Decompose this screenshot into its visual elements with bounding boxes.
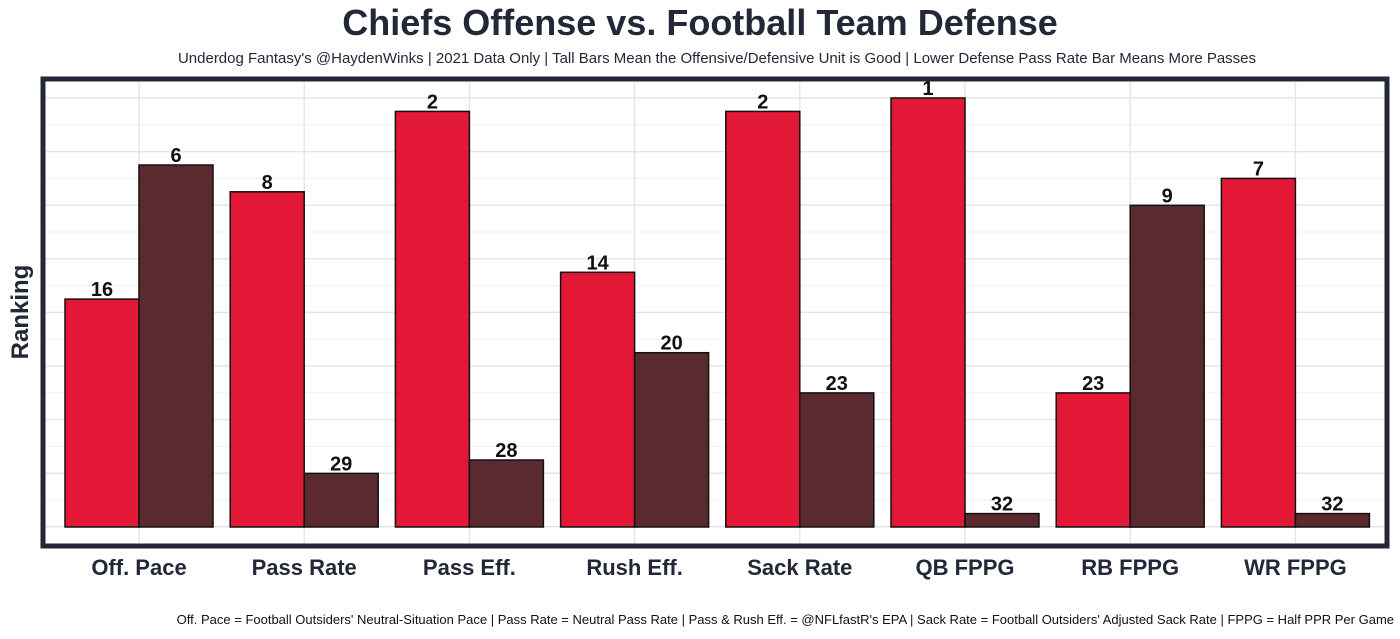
chart-title: Chiefs Offense vs. Football Team Defense — [342, 2, 1058, 43]
x-tick-label: QB FPPG — [915, 555, 1014, 580]
x-tick-label: Pass Eff. — [423, 555, 516, 580]
chart-caption: Off. Pace = Football Outsiders' Neutral-… — [176, 612, 1394, 627]
chart-subtitle: Underdog Fantasy's @HaydenWinks | 2021 D… — [177, 50, 1257, 67]
bar — [799, 392, 875, 528]
data-label: 2 — [427, 91, 438, 113]
bar — [559, 271, 636, 528]
x-tick-label: Pass Rate — [252, 555, 357, 580]
x-tick-label: RB FPPG — [1081, 555, 1179, 580]
data-label: 29 — [330, 453, 352, 475]
x-tick-label: WR FPPG — [1244, 555, 1347, 580]
data-label: 28 — [495, 440, 517, 462]
data-label: 23 — [826, 373, 848, 395]
x-tick-labels: Off. Pace Pass Rate Pass Eff. Rush Eff. Sack… — [91, 555, 1346, 580]
bar — [1055, 392, 1131, 528]
y-axis-label: Ranking — [7, 265, 34, 360]
data-label: 14 — [586, 252, 609, 274]
bar — [64, 298, 140, 528]
data-label: 6 — [170, 145, 181, 167]
bar — [890, 97, 966, 528]
bar — [468, 459, 545, 528]
bar — [1129, 204, 1205, 528]
data-label: 32 — [1321, 494, 1343, 516]
data-label: 9 — [1162, 185, 1173, 207]
x-tick-label: Off. Pace — [91, 555, 186, 580]
data-label: 23 — [1082, 373, 1104, 395]
data-label: 8 — [262, 172, 273, 194]
data-label: 2 — [757, 91, 768, 113]
bar — [303, 472, 379, 528]
data-label: 7 — [1253, 158, 1264, 180]
bar — [1294, 512, 1371, 528]
bar — [964, 512, 1040, 528]
x-tick-label: Sack Rate — [747, 555, 852, 580]
bar — [633, 351, 710, 528]
data-label: 16 — [91, 279, 113, 301]
bar — [725, 110, 801, 528]
data-labels: 16 6 8 29 2 28 14 20 2 23 1 32 23 9 7 32 — [91, 78, 1344, 516]
bar — [229, 191, 305, 528]
data-label: 32 — [991, 494, 1013, 516]
data-label: 1 — [922, 78, 933, 100]
data-label: 20 — [660, 333, 682, 355]
bar — [394, 110, 471, 528]
x-tick-label: Rush Eff. — [586, 555, 683, 580]
bars — [64, 97, 1371, 528]
bar — [138, 164, 214, 528]
panel-border — [40, 76, 1390, 549]
bar — [1220, 177, 1297, 528]
